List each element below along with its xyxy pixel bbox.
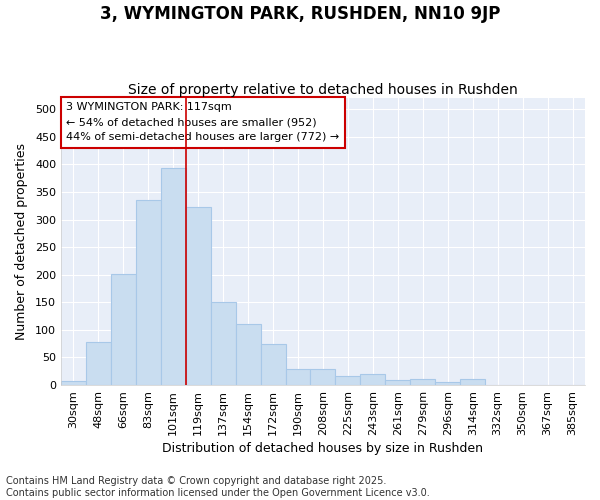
Text: 3, WYMINGTON PARK, RUSHDEN, NN10 9JP: 3, WYMINGTON PARK, RUSHDEN, NN10 9JP [100,5,500,23]
Bar [286,369,310,385]
Bar [510,384,535,385]
Bar [61,380,86,385]
Bar [186,208,211,385]
Text: Contains HM Land Registry data © Crown copyright and database right 2025.
Contai: Contains HM Land Registry data © Crown c… [6,476,430,498]
Bar [310,369,335,385]
Bar [260,344,286,385]
Bar [361,374,385,385]
Bar [335,376,361,385]
Bar [385,380,410,385]
Bar [560,384,585,385]
Title: Size of property relative to detached houses in Rushden: Size of property relative to detached ho… [128,83,518,97]
Bar [161,168,186,385]
Bar [435,382,460,385]
Bar [236,324,260,385]
Bar [460,379,485,385]
X-axis label: Distribution of detached houses by size in Rushden: Distribution of detached houses by size … [163,442,484,455]
Text: 3 WYMINGTON PARK: 117sqm
← 54% of detached houses are smaller (952)
44% of semi-: 3 WYMINGTON PARK: 117sqm ← 54% of detach… [66,102,340,142]
Bar [111,274,136,385]
Bar [136,200,161,385]
Bar [485,384,510,385]
Y-axis label: Number of detached properties: Number of detached properties [15,143,28,340]
Bar [86,342,111,385]
Bar [211,302,236,385]
Bar [410,379,435,385]
